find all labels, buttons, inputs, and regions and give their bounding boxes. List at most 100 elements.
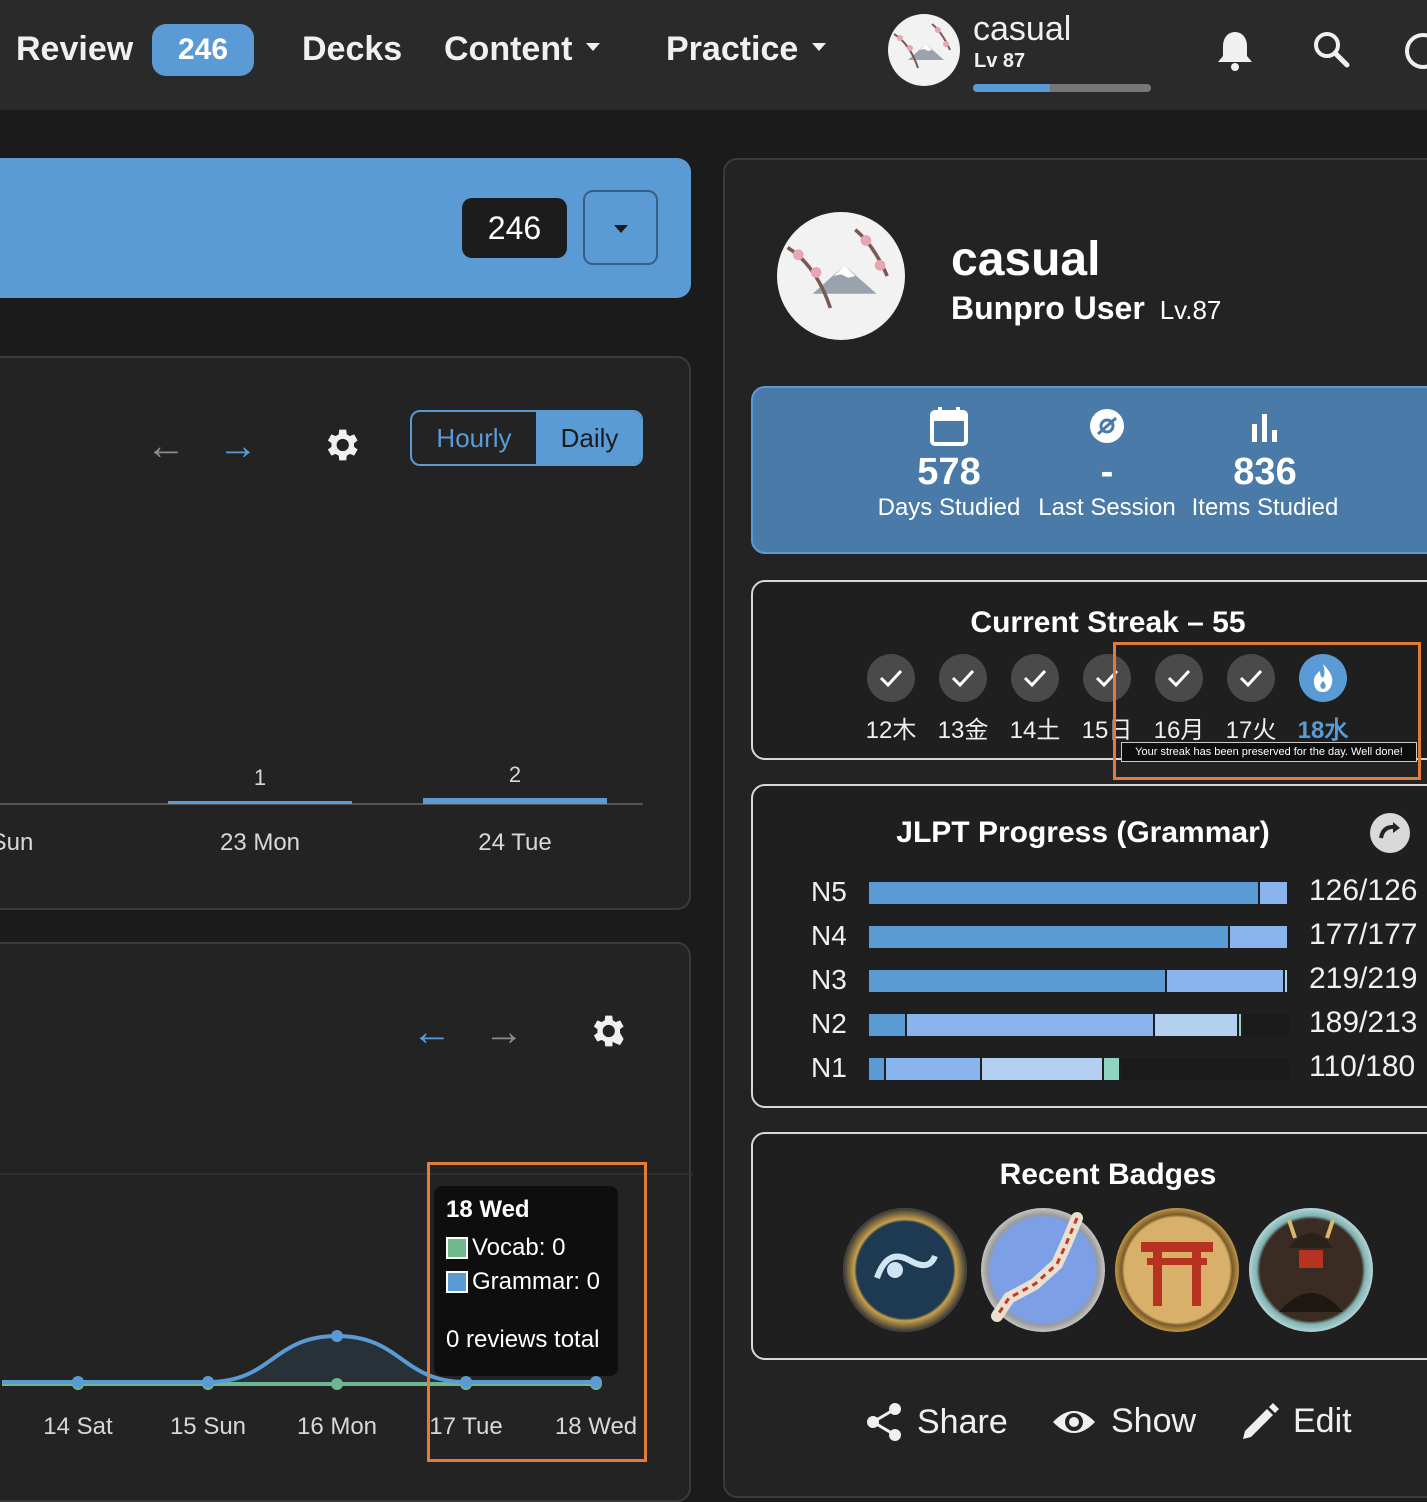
forecast-bar bbox=[168, 801, 352, 804]
jlpt-row-n1[interactable]: N1 110/180 bbox=[753, 1048, 1427, 1092]
help-icon[interactable] bbox=[1404, 32, 1427, 70]
stat-days-studied: 578 Days Studied bbox=[849, 406, 1049, 522]
gear-icon[interactable] bbox=[586, 1010, 628, 1052]
jlpt-progress-segment bbox=[1104, 1058, 1121, 1080]
x-tick-label: 14 Sat bbox=[43, 1413, 113, 1440]
stat-value: 578 bbox=[917, 451, 981, 493]
data-point[interactable] bbox=[590, 1376, 602, 1388]
jlpt-row-n5[interactable]: N5 126/126 bbox=[753, 872, 1427, 916]
check-icon bbox=[1011, 654, 1059, 702]
japan-map-badge-icon[interactable] bbox=[981, 1208, 1105, 1332]
streak-day-label: 13金 bbox=[937, 717, 989, 744]
wave-badge-icon[interactable] bbox=[843, 1208, 967, 1332]
data-point[interactable] bbox=[460, 1376, 472, 1388]
level-progress-fill bbox=[973, 84, 1050, 92]
jlpt-row-n2[interactable]: N2 189/213 bbox=[753, 1004, 1427, 1048]
streak-box: Current Streak – 55 12木 13金 14土 15日 16月 17火 18… bbox=[751, 580, 1427, 762]
nav-decks-link[interactable]: Decks bbox=[302, 30, 403, 68]
gear-icon[interactable] bbox=[320, 424, 362, 466]
bell-icon[interactable] bbox=[1216, 30, 1254, 72]
refresh-icon[interactable] bbox=[1369, 812, 1411, 854]
jlpt-progress-segment bbox=[885, 1058, 983, 1080]
x-tick-label: 24 Tue bbox=[478, 829, 551, 856]
show-label: Show bbox=[1111, 1402, 1197, 1440]
streak-day: 18水 bbox=[1298, 654, 1348, 744]
tooltip-grammar-row: Grammar: 0 bbox=[446, 1268, 606, 1296]
review-banner[interactable]: 246 bbox=[0, 158, 691, 298]
user-avatar[interactable] bbox=[888, 14, 960, 86]
share-label: Share bbox=[917, 1402, 1008, 1441]
search-icon[interactable] bbox=[1312, 30, 1350, 68]
jlpt-title: JLPT Progress (Grammar) bbox=[896, 816, 1270, 849]
hourly-daily-toggle: Hourly Daily bbox=[410, 410, 643, 466]
stat-label: Days Studied bbox=[877, 494, 1021, 521]
nav-practice-label: Practice bbox=[666, 30, 799, 68]
show-button[interactable]: Show bbox=[1051, 1402, 1196, 1441]
streak-day: 15日 bbox=[1082, 654, 1132, 744]
streak-title: Current Streak – 55 bbox=[970, 606, 1246, 639]
streak-day: 13金 bbox=[938, 654, 988, 744]
check-icon bbox=[1155, 654, 1203, 702]
forecast-bar-chart: Sun 1 23 Mon 2 24 Tue bbox=[0, 762, 643, 856]
toggle-hourly[interactable]: Hourly bbox=[436, 423, 512, 453]
review-history-card: ← → 14 Sat 15 Sun 16 Mon 17 Tue 18 Wed 18 We… bbox=[0, 942, 693, 1502]
arrow-right-icon[interactable]: → bbox=[484, 1010, 524, 1054]
arrow-right-icon[interactable]: → bbox=[218, 424, 258, 468]
torii-badge-icon[interactable] bbox=[1115, 1208, 1239, 1332]
nav-review-link[interactable]: Review bbox=[16, 30, 134, 68]
banner-review-count: 246 bbox=[462, 198, 567, 258]
streak-day: 17火 bbox=[1226, 654, 1276, 744]
jlpt-row-n3[interactable]: N3 219/219 bbox=[753, 960, 1427, 1004]
highlight-box bbox=[427, 1162, 647, 1462]
streak-day: 14土 bbox=[1010, 654, 1060, 744]
data-point[interactable] bbox=[202, 1376, 214, 1388]
arrow-left-icon[interactable]: ← bbox=[146, 424, 186, 468]
streak-day-label: 17火 bbox=[1225, 717, 1277, 744]
jlpt-count: 126/126 bbox=[1309, 874, 1418, 907]
nav-content-menu[interactable]: Content bbox=[444, 30, 601, 69]
x-tick-label: 23 Mon bbox=[220, 829, 300, 856]
tooltip-vocab: Vocab: 0 bbox=[472, 1234, 566, 1261]
x-tick-label: 17 Tue bbox=[429, 1413, 502, 1440]
wave-icon bbox=[874, 1253, 938, 1280]
jlpt-progress-bar bbox=[869, 1058, 1289, 1080]
streak-day-label: 16月 bbox=[1153, 717, 1205, 744]
jlpt-progress-bar bbox=[869, 1014, 1289, 1036]
profile-name: casual bbox=[951, 233, 1101, 286]
x-tick-label: 15 Sun bbox=[170, 1413, 246, 1440]
review-count-badge[interactable]: 246 bbox=[152, 24, 254, 76]
jlpt-progress-box: JLPT Progress (Grammar) N5 126/126 N4 177/1… bbox=[751, 784, 1427, 1108]
banner-dropdown-button[interactable] bbox=[583, 190, 658, 265]
data-point[interactable] bbox=[331, 1378, 343, 1390]
toggle-daily[interactable]: Daily bbox=[536, 412, 641, 464]
jlpt-level-label: N3 bbox=[811, 964, 847, 995]
forecast-bar bbox=[423, 798, 607, 804]
arrow-left-icon[interactable]: ← bbox=[412, 1010, 452, 1054]
stat-last-session: - Last Session bbox=[1007, 406, 1207, 522]
jlpt-progress-segment bbox=[1154, 1014, 1239, 1036]
jlpt-progress-segment bbox=[869, 1058, 886, 1080]
samurai-badge-icon[interactable] bbox=[1249, 1208, 1373, 1332]
stat-label: Items Studied bbox=[1191, 494, 1339, 521]
japan-map-icon bbox=[991, 1212, 1083, 1322]
jlpt-progress-bar bbox=[869, 970, 1289, 992]
recent-badges-box: Recent Badges bbox=[751, 1132, 1427, 1360]
stats-box: 578 Days Studied - Last Session 836 Item… bbox=[751, 386, 1427, 554]
jlpt-row-n4[interactable]: N4 177/177 bbox=[753, 916, 1427, 960]
jlpt-progress-bar bbox=[869, 926, 1289, 948]
mountain-blossom-icon bbox=[786, 228, 889, 309]
edit-button[interactable]: Edit bbox=[1241, 1402, 1352, 1441]
data-point[interactable] bbox=[72, 1376, 84, 1388]
data-point[interactable] bbox=[331, 1330, 343, 1342]
jlpt-progress-segment bbox=[906, 1014, 1155, 1036]
user-name[interactable]: casual bbox=[973, 10, 1072, 48]
streak-day: 16月 bbox=[1154, 654, 1204, 744]
share-button[interactable]: Share bbox=[865, 1402, 1008, 1442]
streak-tooltip: Your streak has been preserved for the d… bbox=[1121, 742, 1417, 762]
nav-practice-menu[interactable]: Practice bbox=[666, 30, 827, 69]
review-history-line-chart: 14 Sat 15 Sun 16 Mon 17 Tue 18 Wed bbox=[0, 1173, 693, 1440]
forecast-card: ← → Hourly Daily Sun 1 23 Mon 2 24 Tue bbox=[0, 356, 691, 910]
badges-title: Recent Badges bbox=[999, 1158, 1217, 1191]
flame-icon bbox=[1299, 654, 1347, 702]
tooltip-grammar: Grammar: 0 bbox=[472, 1268, 601, 1295]
